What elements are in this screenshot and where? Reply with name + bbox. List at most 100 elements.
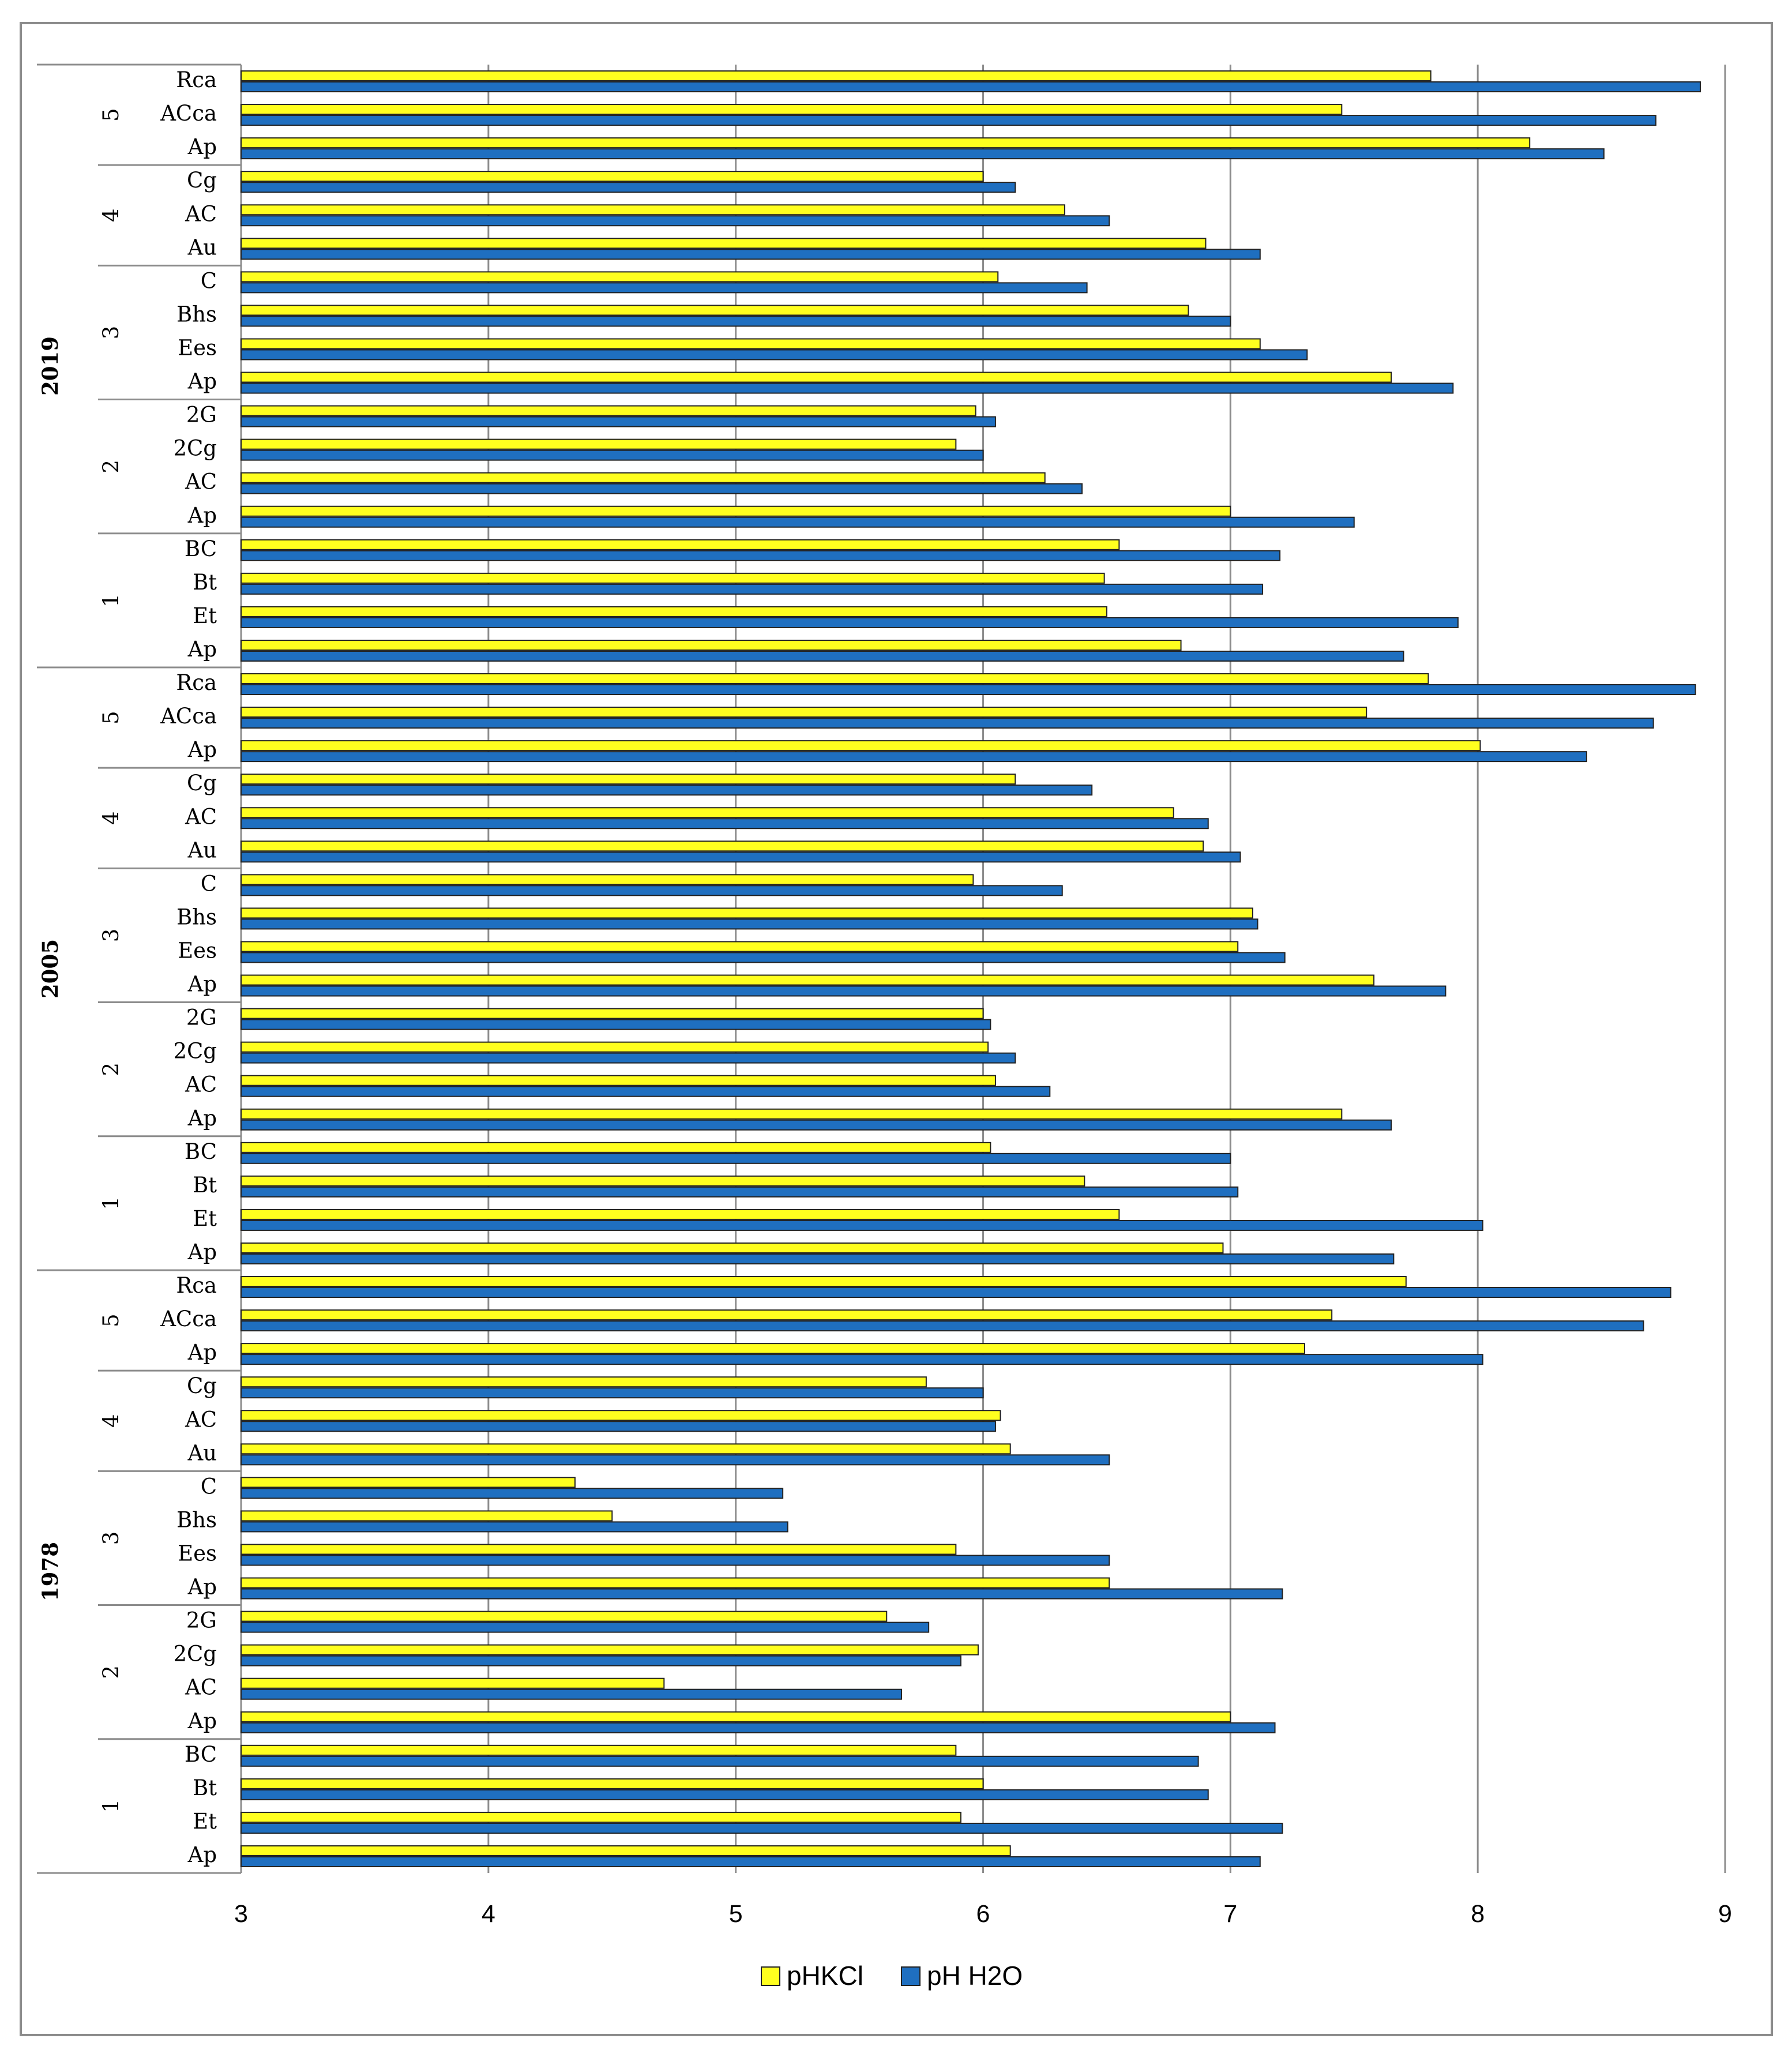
bar-phkcl-1978-p1-ap [241, 1845, 1011, 1856]
horizon-label-2019-p3-ap: Ap [187, 369, 217, 394]
bar-ph-h2o-1978-p3-bhs [241, 1521, 788, 1533]
bar-ph-h2o-2019-p2-2cg [241, 449, 984, 461]
bar-phkcl-2005-p4-au [241, 840, 1204, 852]
horizon-label-2005-p4-cg: Cg [187, 771, 217, 795]
horizon-label-1978-p5-acca: ACca [160, 1307, 217, 1331]
profile-label-2005-1: 1 [99, 1196, 123, 1210]
bar-phkcl-2019-p2-2cg [241, 438, 957, 450]
horizon-label-1978-p4-cg: Cg [187, 1373, 217, 1398]
profile-label-1978-5: 5 [99, 1313, 123, 1327]
bar-ph-h2o-2019-p3-bhs [241, 316, 1231, 327]
bar-ph-h2o-2005-p2-ap [241, 1119, 1392, 1131]
profile-label-2019-1: 1 [99, 594, 123, 607]
bar-phkcl-2005-p4-ac [241, 807, 1174, 819]
x-tick-label-8: 8 [1471, 1900, 1485, 1928]
bar-ph-h2o-1978-p1-et [241, 1822, 1283, 1834]
profile-label-2019-4: 4 [99, 208, 123, 222]
horizon-label-2019-p3-bhs: Bhs [176, 302, 217, 326]
bar-ph-h2o-2019-p4-cg [241, 182, 1016, 193]
bar-ph-h2o-2005-p3-ap [241, 985, 1447, 997]
horizon-label-2005-p4-au: Au [187, 838, 217, 862]
bar-ph-h2o-1978-p1-bc [241, 1755, 1199, 1767]
bar-ph-h2o-2019-p2-ac [241, 483, 1083, 494]
bar-phkcl-2005-p1-bt [241, 1175, 1085, 1187]
legend-label-phkcl: pHKCl [787, 1961, 863, 1991]
bar-phkcl-1978-p2-ac [241, 1677, 665, 1689]
bar-ph-h2o-2019-p3-ap [241, 382, 1454, 394]
profile-label-1978-3: 3 [99, 1532, 123, 1545]
legend: pHKCl pH H2O [761, 1961, 1023, 1991]
category-axis: RcaACcaAp5CgACAu4CBhsEesAp32G2CgACAp2BCB… [37, 63, 242, 1874]
bar-ph-h2o-1978-p1-bt [241, 1789, 1209, 1800]
bar-ph-h2o-2019-p5-acca [241, 115, 1656, 126]
x-tick-label-3: 3 [234, 1900, 248, 1928]
bar-ph-h2o-2019-p5-rca [241, 81, 1701, 93]
bar-phkcl-1978-p4-au [241, 1443, 1011, 1455]
profile-label-1978-1: 1 [99, 1799, 123, 1813]
bar-phkcl-2005-p1-ap [241, 1242, 1224, 1253]
bar-ph-h2o-2005-p3-ees [241, 952, 1286, 963]
bar-ph-h2o-2019-p4-ac [241, 215, 1110, 227]
horizon-label-2005-p1-et: Et [193, 1206, 217, 1231]
bar-phkcl-2019-p3-ap [241, 371, 1392, 383]
bar-ph-h2o-1978-p3-ap [241, 1588, 1283, 1600]
bar-phkcl-1978-p5-rca [241, 1276, 1407, 1287]
legend-label-ph-h2o: pH H2O [927, 1961, 1023, 1991]
bar-ph-h2o-2019-p4-au [241, 249, 1261, 260]
bar-phkcl-1978-p4-cg [241, 1376, 927, 1388]
horizon-label-1978-p3-bhs: Bhs [176, 1507, 217, 1532]
horizon-label-1978-p4-ac: AC [185, 1407, 217, 1432]
horizon-label-2019-p3-c: C [201, 268, 217, 293]
x-axis-ticks: 3 4 5 6 7 8 9 [234, 1900, 1732, 1928]
bars [241, 70, 1701, 1867]
bar-phkcl-2005-p2-2cg [241, 1041, 989, 1053]
horizon-label-2005-p3-bhs: Bhs [176, 904, 217, 929]
bar-phkcl-2019-p5-ap [241, 137, 1531, 149]
bar-phkcl-2019-p3-ees [241, 338, 1261, 350]
bar-phkcl-1978-p4-ac [241, 1410, 1001, 1421]
horizon-label-2005-p3-c: C [201, 871, 217, 896]
profile-label-2005-4: 4 [99, 811, 123, 825]
bar-phkcl-2019-p2-2g [241, 405, 976, 416]
year-label-2005: 2005 [37, 939, 63, 999]
horizon-label-2019-p1-bt: Bt [193, 570, 217, 595]
bar-phkcl-2005-p5-rca [241, 673, 1429, 685]
bar-ph-h2o-2019-p1-et [241, 617, 1459, 628]
horizon-label-1978-p3-c: C [201, 1474, 217, 1499]
horizon-label-2019-p4-ac: AC [185, 201, 217, 226]
bar-ph-h2o-1978-p1-ap [241, 1856, 1261, 1867]
profile-label-2005-2: 2 [99, 1063, 123, 1076]
horizon-label-2005-p5-acca: ACca [160, 704, 217, 729]
x-tick-label-6: 6 [976, 1900, 990, 1928]
horizon-label-2005-p3-ap: Ap [187, 972, 217, 997]
bar-phkcl-2019-p3-c [241, 271, 999, 283]
horizon-label-2019-p1-et: Et [193, 603, 217, 628]
horizon-label-2005-p4-ac: AC [185, 804, 217, 829]
horizon-label-2005-p2-2g: 2G [186, 1005, 217, 1030]
bar-phkcl-2019-p3-bhs [241, 305, 1189, 316]
bar-ph-h2o-2019-p3-ees [241, 349, 1308, 361]
bar-ph-h2o-2019-p5-ap [241, 148, 1605, 160]
bar-phkcl-2005-p3-bhs [241, 907, 1253, 919]
profile-label-2019-3: 3 [99, 326, 123, 340]
bar-ph-h2o-1978-p5-acca [241, 1320, 1644, 1332]
grid-layer [487, 65, 1726, 1873]
bar-ph-h2o-2019-p2-2g [241, 416, 996, 427]
bar-phkcl-1978-p5-ap [241, 1343, 1305, 1354]
profile-label-1978-2: 2 [99, 1665, 123, 1679]
horizon-label-2019-p2-ac: AC [185, 470, 217, 494]
bar-ph-h2o-1978-p2-2g [241, 1621, 930, 1633]
horizon-label-2005-p1-bt: Bt [193, 1173, 217, 1198]
bar-phkcl-1978-p1-et [241, 1811, 961, 1823]
bar-phkcl-1978-p3-ees [241, 1544, 957, 1555]
bar-phkcl-2005-p1-et [241, 1208, 1120, 1220]
horizon-label-2005-p2-2cg: 2Cg [173, 1039, 217, 1064]
horizon-label-2005-p5-rca: Rca [176, 670, 217, 695]
horizon-label-2019-p1-bc: BC [185, 536, 217, 561]
horizon-label-2019-p1-ap: Ap [187, 637, 217, 662]
horizon-label-1978-p2-2cg: 2Cg [173, 1642, 217, 1666]
horizon-label-1978-p5-ap: Ap [187, 1340, 217, 1365]
horizon-label-2019-p5-ap: Ap [187, 134, 217, 159]
bar-ph-h2o-1978-p4-cg [241, 1387, 984, 1399]
bar-phkcl-2019-p4-ac [241, 204, 1066, 216]
